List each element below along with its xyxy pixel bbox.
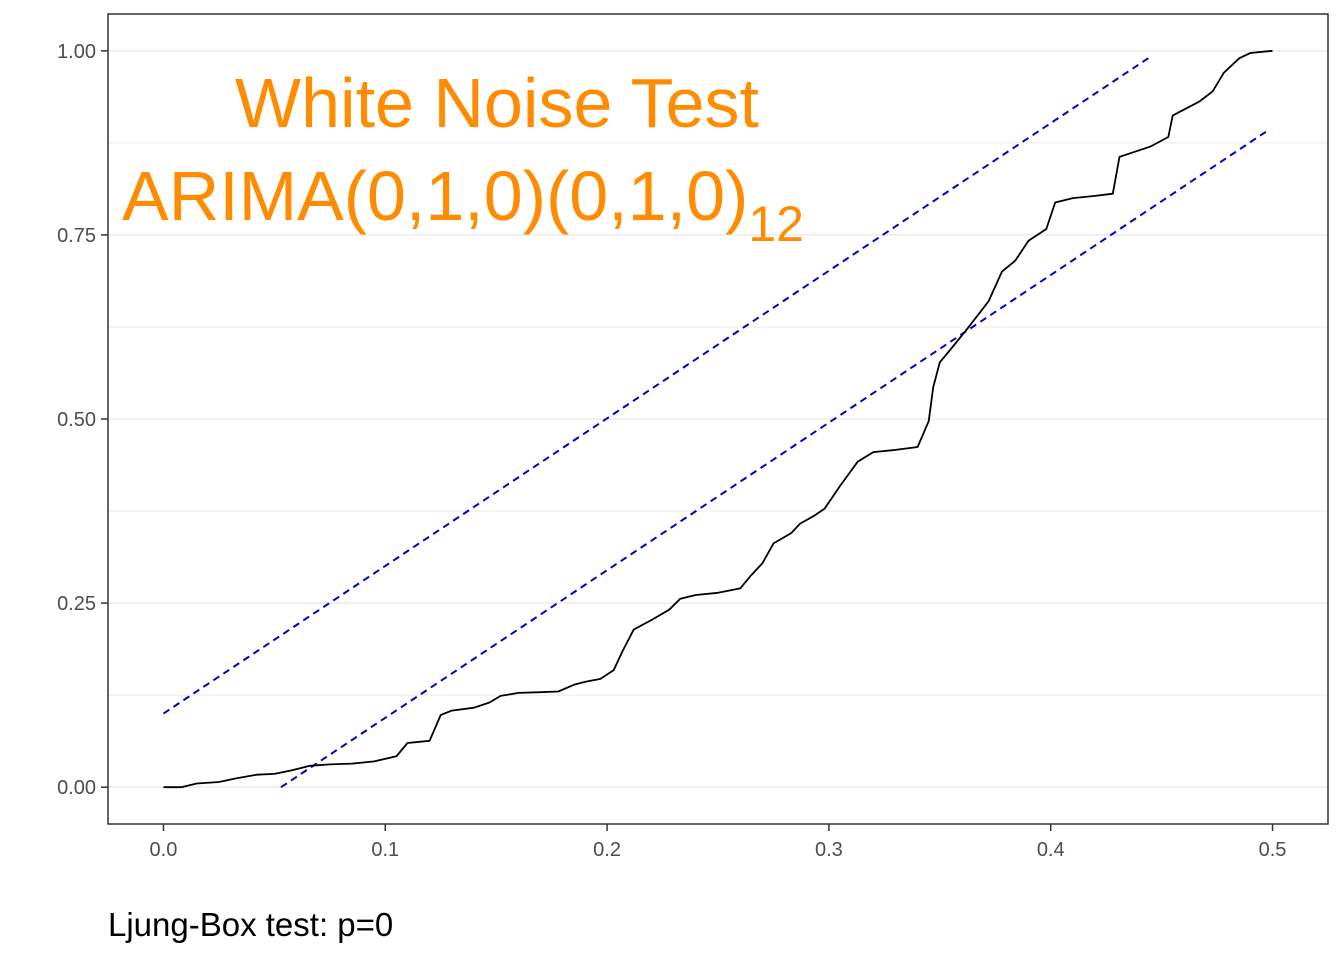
x-tick-label: 0.3 <box>815 839 843 861</box>
chart-subtitle-main: ARIMA(0,1,0)(0,1,0) <box>122 157 748 235</box>
lower-bound-line <box>280 130 1267 789</box>
chart-caption: Ljung-Box test: p=0 <box>108 906 394 943</box>
y-axis: 0.00 0.25 0.50 0.75 1.00 <box>57 41 108 799</box>
x-tick-label: 0.0 <box>150 839 178 861</box>
x-tick-label: 0.1 <box>371 839 399 861</box>
series-lines <box>163 49 1273 789</box>
chart-subtitle-subscript: 12 <box>748 196 804 252</box>
confidence-bounds <box>162 57 1267 789</box>
x-tick-label: 0.2 <box>593 839 621 861</box>
y-tick-label: 1.00 <box>57 41 96 63</box>
chart-title: White Noise Test <box>235 64 759 142</box>
y-tick-label: 0.00 <box>57 777 96 799</box>
upper-bound-line <box>162 57 1149 715</box>
x-axis: 0.0 0.1 0.2 0.3 0.4 0.5 <box>150 824 1287 861</box>
x-tick-label: 0.4 <box>1037 839 1065 861</box>
y-tick-label: 0.75 <box>57 225 96 247</box>
y-tick-label: 0.25 <box>57 593 96 615</box>
series-line <box>163 49 1273 789</box>
chart-subtitle: ARIMA(0,1,0)(0,1,0)12 <box>122 157 804 252</box>
grid-lines <box>108 50 1328 788</box>
y-tick-label: 0.50 <box>57 409 96 431</box>
x-tick-label: 0.5 <box>1259 839 1287 861</box>
